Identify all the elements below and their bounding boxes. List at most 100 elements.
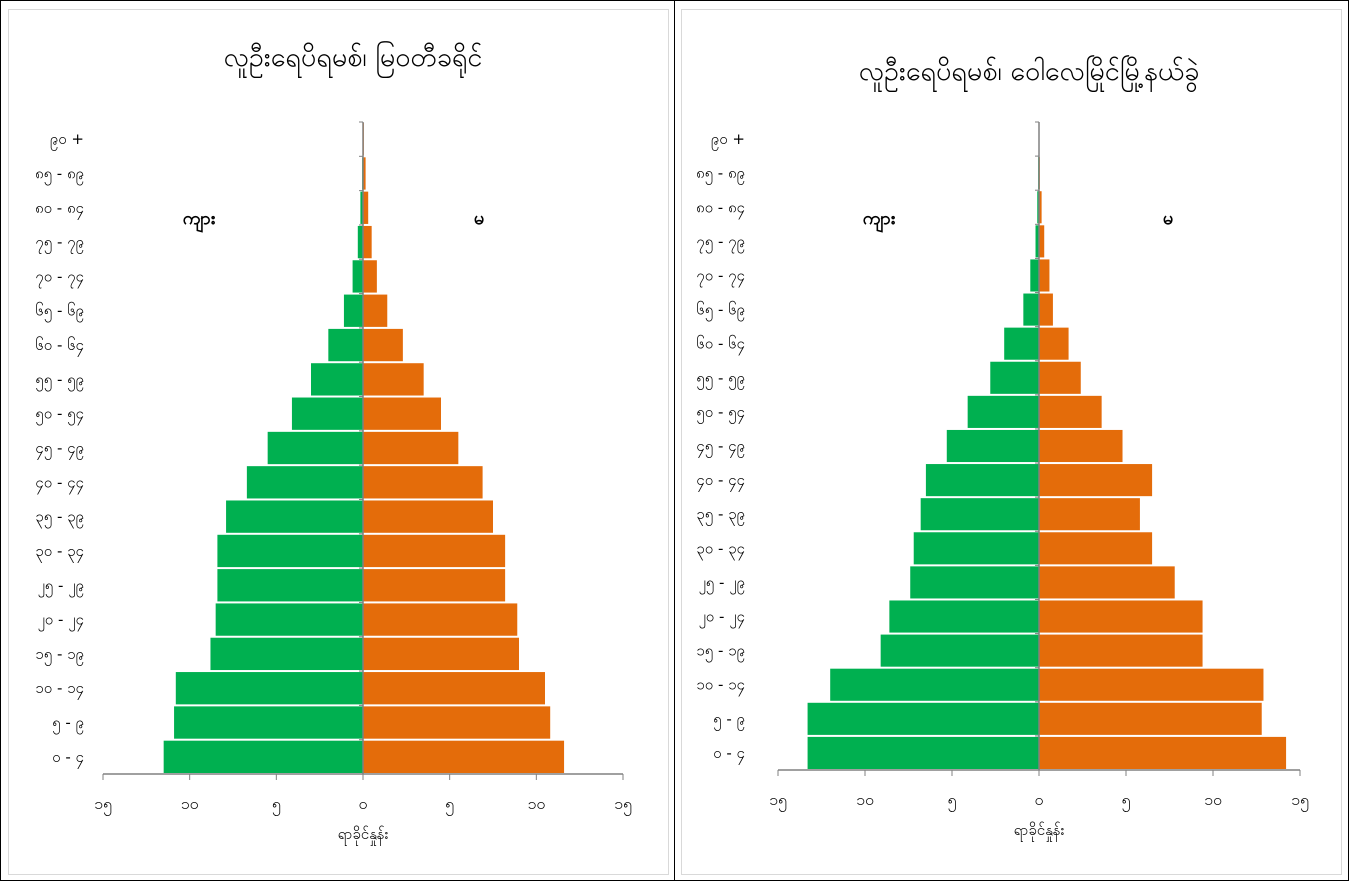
bar-female (1039, 464, 1153, 497)
category-label: ၄၀ - ၄၄ (35, 473, 84, 494)
category-label: ၁၅ - ၁၉ (35, 645, 84, 666)
bar-male (1023, 293, 1039, 326)
bar-male (889, 600, 1039, 633)
bar-male (175, 672, 363, 705)
bar-female (363, 431, 459, 465)
bar-female (363, 466, 483, 499)
chart-panel-right: လူဦးရေပိရမစ်၊ ဝေါလေမြိုင်မြို့နယ်ခွဲ၀ - … (674, 0, 1349, 881)
x-tick-label: ၅ (1122, 790, 1131, 812)
category-label: ၅၀ - ၅၄ (35, 405, 84, 426)
category-label: ၂၅ - ၂၉ (698, 573, 745, 594)
x-tick-label: ၁၀ (181, 794, 199, 813)
category-label: ၈၀ - ၈၄ (35, 199, 84, 220)
bar-female (363, 363, 424, 396)
bar-male (343, 294, 363, 327)
bar-female (363, 397, 441, 430)
category-label: ၀ - ၄ (713, 744, 745, 765)
male-label: ကျား (183, 208, 216, 233)
bar-male (946, 429, 1039, 463)
bar-female (363, 294, 388, 327)
bar-male (990, 361, 1039, 394)
bar-male (217, 534, 363, 568)
bar-male (210, 637, 363, 671)
x-tick-label: ၁၀ (527, 794, 545, 813)
bar-male (1037, 191, 1039, 224)
category-label: ၉၀ + (50, 130, 84, 151)
category-label: ၅ - ၉ (52, 714, 84, 735)
bar-male (1035, 225, 1039, 258)
category-label: ၆၀ - ၆၄ (696, 335, 745, 356)
bar-male (880, 634, 1039, 667)
category-label: ၂၀ - ၂၄ (698, 608, 745, 629)
bar-female (1039, 736, 1287, 769)
category-label: ၅၅ - ၅၉ (35, 370, 84, 391)
bar-female (1039, 429, 1123, 463)
category-label: ၈၅ - ၈၉ (35, 164, 84, 185)
bar-female (1039, 259, 1050, 292)
category-label: ၇၀ - ၇၄ (696, 266, 745, 287)
category-label: ၃၀ - ၃၄ (696, 539, 745, 560)
category-label: ၀ - ၄ (52, 748, 84, 769)
bar-male (291, 397, 363, 430)
category-label: ၈၀ - ၈၄ (696, 198, 745, 219)
female-label: မ (474, 208, 484, 229)
bar-male (807, 702, 1039, 735)
bar-female (1039, 395, 1102, 428)
bar-male (215, 603, 363, 636)
chart-panel-left: လူဦးရေပိရမစ်၊ မြဝတီခရိုင်၀ - ၄ ၅ - ၉ ၁၀ - … (0, 0, 675, 881)
bar-male (328, 328, 363, 362)
bar-female (363, 706, 551, 739)
bar-male (267, 431, 363, 465)
category-label: ၃၅ - ၃၉ (35, 508, 84, 529)
bar-male (217, 569, 363, 602)
x-axis-title: ရာခိုင်နှုန်း (338, 825, 389, 846)
category-label: ၈၅ - ၈၉ (696, 164, 745, 185)
chart-title: လူဦးရေပိရမစ်၊ မြဝတီခရိုင် (224, 40, 483, 78)
category-label: ၅၅ - ၅၉ (696, 369, 745, 390)
bar-female (1039, 293, 1053, 326)
category-label: ၃၅ - ၃၉ (696, 505, 745, 526)
bar-male (311, 363, 363, 396)
bar-female (1039, 702, 1262, 735)
bar-male (920, 498, 1039, 531)
category-label: ၅ - ၉ (713, 710, 745, 731)
bar-male (807, 736, 1039, 769)
x-tick-label: ၁၅ (769, 790, 787, 812)
x-axis-title: ရာခိုင်နှုန်း (1014, 821, 1065, 842)
category-label: ၉၀ + (711, 130, 745, 151)
bar-female (363, 328, 403, 362)
bar-female (1039, 668, 1264, 701)
x-tick-label: ၁၅ (94, 794, 112, 816)
category-label: ၂၅ - ၂၉ (37, 576, 84, 597)
x-tick-label: ၅ (948, 790, 957, 812)
bar-female (363, 534, 506, 568)
category-label: ၄၅ - ၄၉ (696, 437, 745, 458)
female-label: မ (1163, 208, 1173, 229)
bar-male (830, 668, 1039, 701)
bar-male (910, 566, 1039, 599)
x-tick-label: ၀ (359, 794, 368, 813)
bar-female (363, 740, 565, 773)
bar-male (925, 464, 1039, 497)
category-label: ၇၀ - ၇၄ (35, 267, 84, 288)
x-tick-label: ၀ (1035, 790, 1044, 809)
bar-female (363, 225, 372, 259)
category-label: ၅၀ - ၅၄ (696, 403, 745, 424)
x-tick-label: ၁၀ (1204, 790, 1222, 809)
x-tick-label: ၁၅ (1291, 790, 1309, 812)
x-tick-label: ၅ (445, 794, 454, 816)
bar-female (363, 637, 519, 671)
bar-female (363, 603, 518, 636)
bar-female (363, 672, 545, 705)
bar-female (1039, 191, 1042, 224)
bar-female (363, 260, 377, 293)
x-tick-label: ၁၀ (856, 790, 874, 809)
category-label: ၆၅ - ၆၉ (696, 301, 745, 322)
bar-male (360, 191, 363, 224)
bar-male (163, 740, 363, 773)
x-tick-label: ၅ (272, 794, 281, 816)
category-label: ၃၀ - ၃၄ (35, 542, 84, 563)
category-label: ၇၅ - ၇၉ (35, 233, 84, 254)
category-label: ၆၀ - ၆၄ (35, 336, 84, 357)
bar-male (913, 532, 1039, 565)
